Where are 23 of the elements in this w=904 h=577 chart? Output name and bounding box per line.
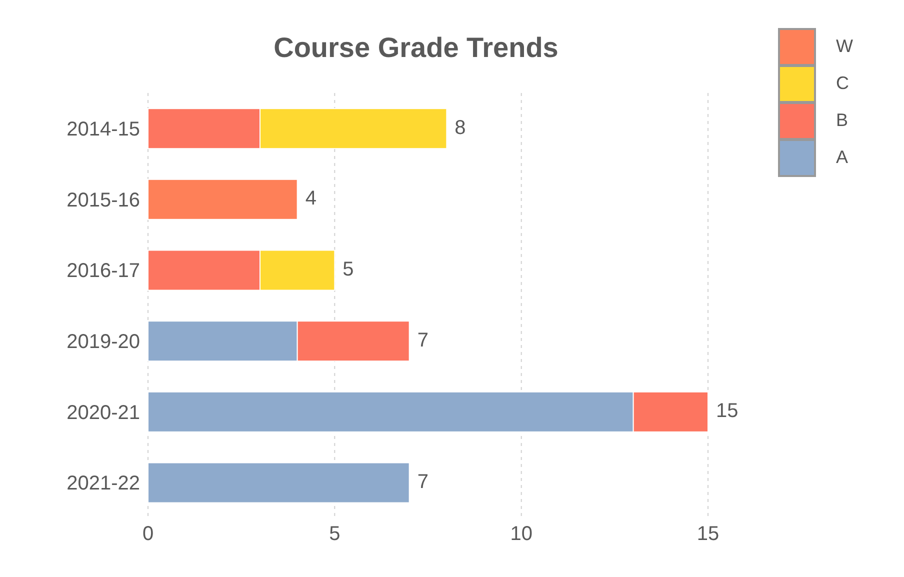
x-tick-label: 15 bbox=[696, 523, 720, 546]
y-tick-label: 2019-20 bbox=[66, 331, 140, 354]
legend-label: W bbox=[836, 36, 853, 57]
y-tick-label: 2016-17 bbox=[66, 260, 140, 282]
total-label: 8 bbox=[454, 116, 466, 139]
legend-label: A bbox=[836, 147, 848, 168]
x-tick-label: 5 bbox=[329, 523, 340, 546]
x-tick-label: 0 bbox=[142, 523, 154, 546]
y-tick-label: 2020-21 bbox=[66, 402, 140, 424]
total-label: 7 bbox=[417, 471, 428, 494]
chart-title: Course Grade Trends bbox=[272, 32, 560, 64]
total-label: 7 bbox=[417, 329, 428, 352]
total-label: 4 bbox=[305, 188, 316, 210]
y-tick-label: 2021-22 bbox=[66, 472, 140, 495]
y-tick-label: 2015-16 bbox=[66, 189, 140, 212]
legend-label: B bbox=[836, 110, 848, 131]
bar bbox=[148, 462, 410, 504]
x-tick-label: 10 bbox=[510, 523, 532, 546]
total-label: 15 bbox=[716, 400, 738, 422]
bar bbox=[148, 178, 298, 220]
legend-label: C bbox=[836, 73, 849, 94]
y-tick-label: 2014-15 bbox=[66, 118, 140, 141]
total-label: 5 bbox=[342, 258, 354, 281]
